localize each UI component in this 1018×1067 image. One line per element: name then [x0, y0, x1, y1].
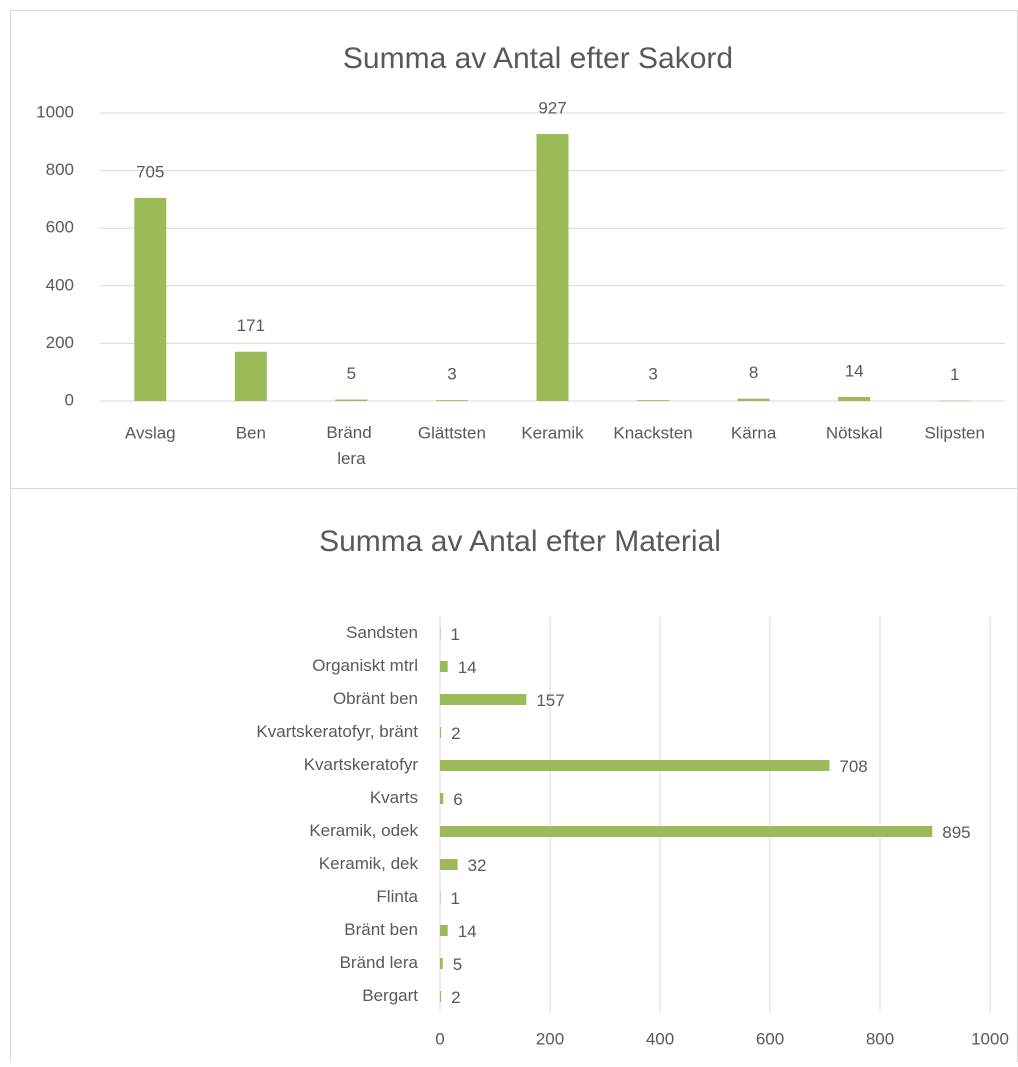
y-tick-label: 800 [46, 160, 74, 179]
bar [737, 398, 770, 401]
y-tick-label: Keramik, odek [309, 821, 418, 840]
bar [440, 892, 441, 903]
data-label: 171 [237, 316, 265, 335]
y-tick-label: 1000 [36, 102, 74, 121]
data-label: 5 [347, 364, 356, 383]
data-label: 14 [458, 922, 477, 941]
bar [440, 958, 443, 969]
data-label: 157 [536, 691, 564, 710]
chart-frame [10, 488, 1018, 1067]
bar [440, 925, 448, 936]
chart-frame [10, 10, 1018, 489]
data-label: 3 [447, 365, 456, 384]
bar [440, 859, 458, 870]
data-label: 1 [950, 365, 959, 384]
x-tick-label: Slipsten [924, 423, 984, 442]
x-tick-label: Knacksten [613, 423, 692, 442]
x-tick-label: Avslag [125, 423, 176, 442]
data-label: 1 [451, 889, 460, 908]
x-tick-label: 600 [756, 1029, 784, 1048]
y-tick-label: Kvartskeratofyr [304, 755, 419, 774]
x-tick-label: 800 [866, 1029, 894, 1048]
bar [440, 694, 527, 705]
y-tick-label: Organiskt mtrl [312, 656, 418, 675]
y-tick-label: Keramik, dek [319, 854, 419, 873]
y-tick-label: Flinta [376, 887, 418, 906]
data-label: 14 [458, 658, 477, 677]
y-tick-label: Bränd lera [340, 953, 419, 972]
data-label: 927 [538, 99, 566, 118]
y-tick-label: Obränt ben [333, 689, 418, 708]
bar [440, 991, 442, 1002]
data-label: 2 [451, 988, 460, 1007]
chart-title: Summa av Antal efter Material [319, 525, 721, 558]
data-label: 32 [468, 856, 487, 875]
y-tick-label: Sandsten [346, 623, 418, 642]
y-tick-label: 600 [46, 218, 74, 237]
bar [440, 760, 830, 771]
bar [440, 793, 444, 804]
y-tick-label: Kvartskeratofyr, bränt [256, 722, 418, 741]
x-tick-label: Ben [236, 423, 266, 442]
y-tick-label: Bränt ben [344, 920, 418, 939]
y-tick-label: 0 [65, 390, 74, 409]
bar [440, 727, 442, 738]
data-label: 8 [749, 363, 758, 382]
y-tick-label: 200 [46, 333, 74, 352]
data-label: 5 [453, 955, 462, 974]
x-tick-label: 1000 [971, 1029, 1009, 1048]
bar [134, 197, 167, 401]
data-label: 1 [451, 625, 460, 644]
x-tick-label: Keramik [521, 423, 584, 442]
x-tick-label: Kärna [731, 423, 777, 442]
bar [335, 399, 368, 401]
bar [938, 400, 971, 402]
x-tick-label: 200 [536, 1029, 564, 1048]
bar [234, 351, 267, 401]
data-label: 6 [453, 790, 462, 809]
y-tick-label: Kvarts [370, 788, 418, 807]
data-label: 2 [451, 724, 460, 743]
bar [435, 400, 468, 401]
data-label: 708 [839, 757, 867, 776]
y-tick-label: 400 [46, 275, 74, 294]
data-label: 895 [942, 823, 970, 842]
bar [440, 826, 933, 837]
x-tick-label: Glättsten [418, 423, 486, 442]
data-label: 705 [136, 162, 164, 181]
x-tick-label: Nötskal [826, 423, 883, 442]
x-tick-label: 400 [646, 1029, 674, 1048]
bar [440, 628, 441, 639]
data-label: 14 [845, 361, 864, 380]
data-label: 3 [648, 365, 657, 384]
x-tick-label: 0 [435, 1029, 444, 1048]
x-tick-label: Bränd lera [326, 423, 376, 468]
bar [838, 396, 871, 401]
bar [440, 661, 448, 672]
bar [637, 400, 670, 401]
chart-title: Summa av Antal efter Sakord [343, 42, 733, 75]
bar [536, 134, 569, 402]
y-tick-label: Bergart [362, 986, 418, 1005]
